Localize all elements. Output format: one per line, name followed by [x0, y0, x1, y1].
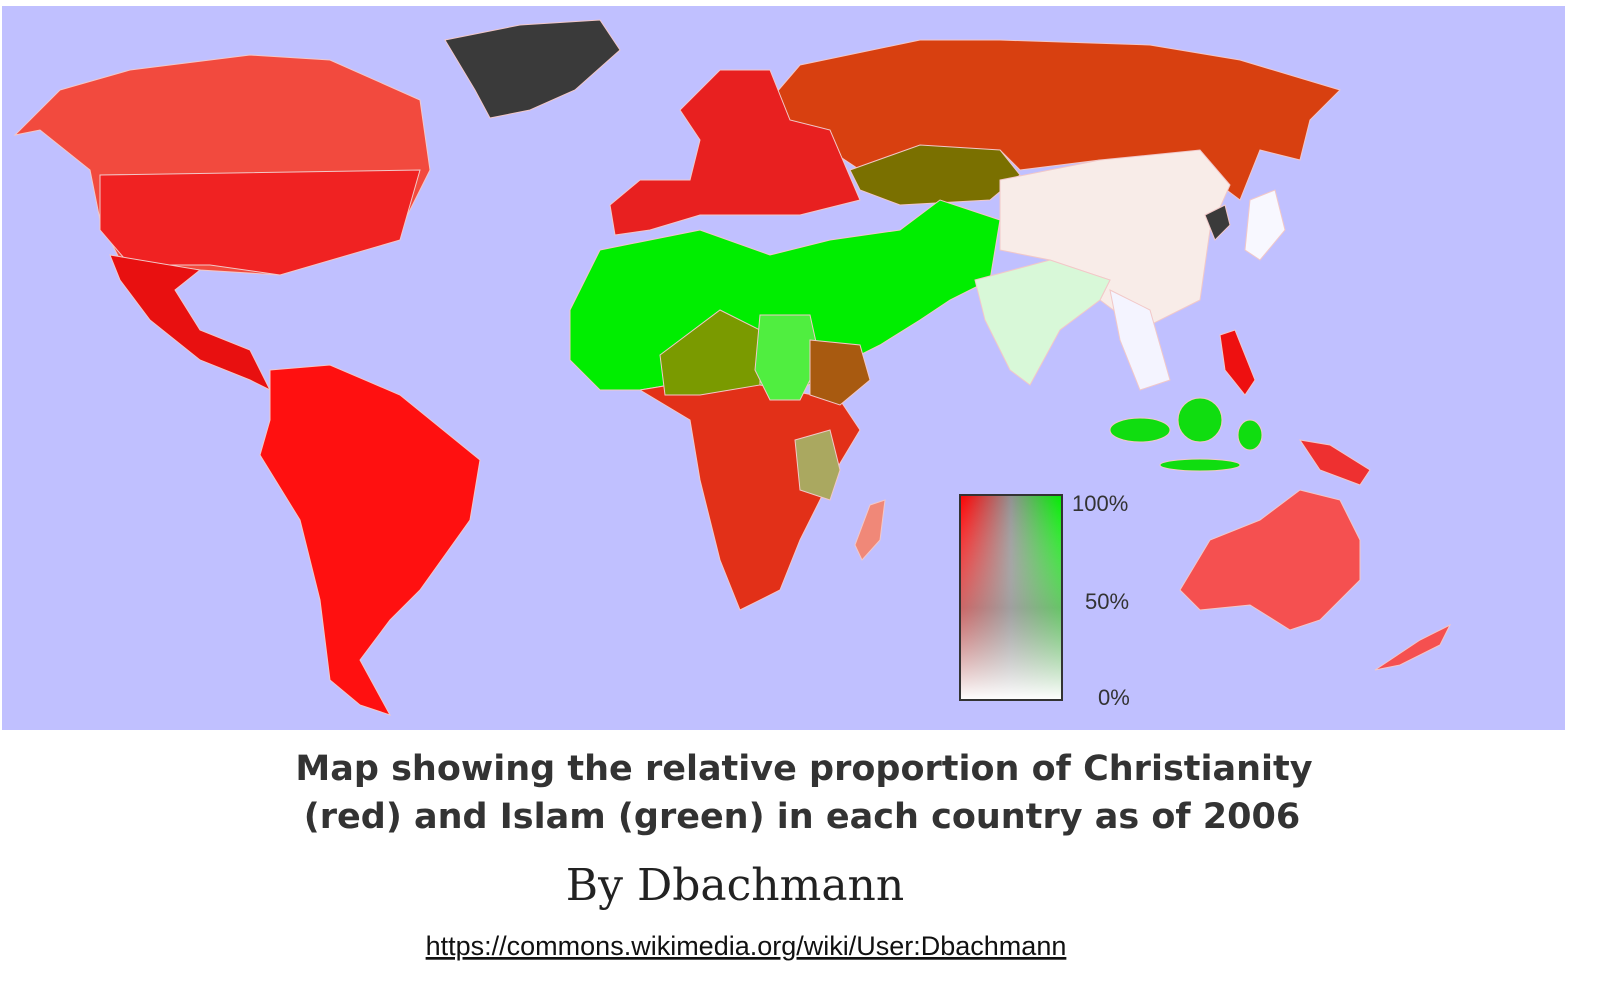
china [999, 149, 1231, 331]
legend-label: 100% [1072, 491, 1128, 516]
borneo [1177, 397, 1223, 443]
sudan [754, 314, 821, 401]
author: By Dbachmann [566, 860, 904, 911]
southeast-asia [1109, 289, 1171, 391]
korea [1204, 204, 1231, 241]
east-africa [794, 429, 841, 501]
sulawesi [1237, 419, 1263, 451]
ethiopia [809, 339, 871, 406]
madagascar [854, 499, 886, 561]
new-zealand [1374, 623, 1452, 671]
legend-frame [959, 494, 1063, 701]
india [974, 259, 1111, 386]
source-link[interactable]: https://commons.wikimedia.org/wiki/User:… [426, 931, 1067, 961]
java [1159, 458, 1241, 472]
japan [1244, 189, 1286, 261]
europe [609, 69, 861, 236]
legend-label: 0% [1098, 685, 1130, 710]
sahel [659, 309, 761, 396]
greenland [444, 19, 621, 119]
philippines [1219, 329, 1256, 396]
sumatra [1109, 417, 1171, 443]
australia [1179, 489, 1361, 631]
legend: 100% 50% 0% [959, 491, 1130, 710]
usa [99, 169, 421, 276]
caption-line: (red) and Islam (green) in each country … [304, 797, 1300, 837]
papua [1298, 439, 1371, 486]
world-map [2, 6, 1565, 730]
caption-line: Map showing the relative proportion of C… [295, 749, 1312, 789]
south-america [259, 364, 481, 716]
legend-label: 50% [1085, 589, 1129, 614]
